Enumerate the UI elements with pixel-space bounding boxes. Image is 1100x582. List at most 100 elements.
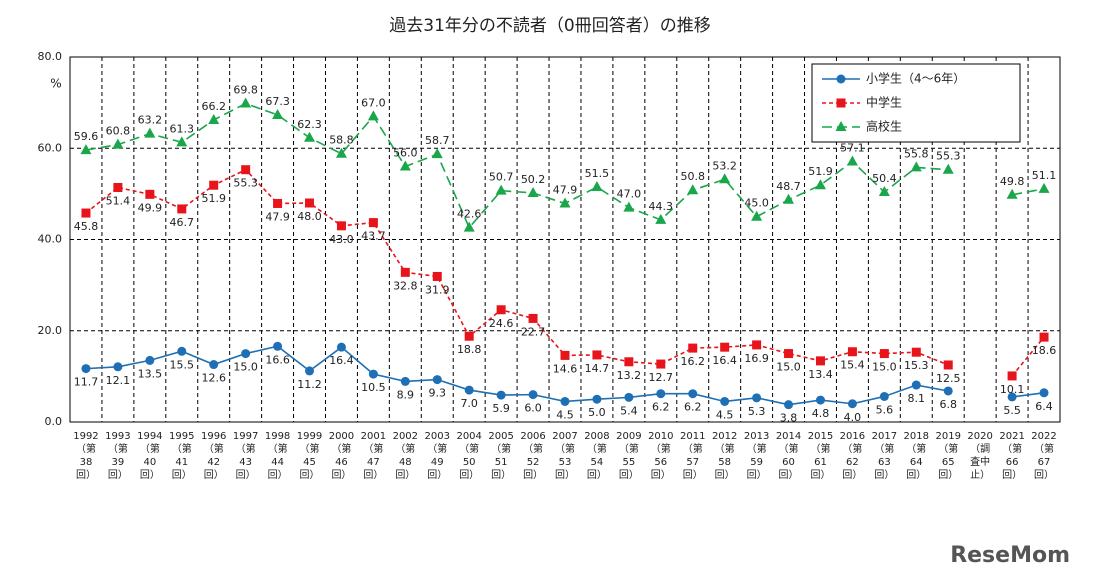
data-label: 13.2	[617, 369, 642, 382]
legend-label: 小学生（4～6年）	[866, 71, 965, 86]
marker	[1007, 371, 1017, 381]
y-tick-label: 60.0	[38, 141, 63, 154]
x-tick-label: 1994 （第 40 回）	[137, 431, 163, 481]
x-tick-label: 1996 （第 42 回）	[200, 431, 227, 481]
data-label: 12.6	[201, 372, 226, 385]
data-label: 11.2	[297, 378, 322, 391]
y-tick-label: 0.0	[45, 415, 63, 428]
x-tick-label: 1995 （第 41 回）	[169, 431, 195, 481]
marker	[463, 221, 475, 232]
data-label: 8.9	[397, 388, 415, 401]
marker	[527, 186, 539, 197]
data-label: 48.0	[297, 210, 322, 223]
marker	[209, 360, 219, 370]
data-label: 12.7	[649, 371, 674, 384]
data-label: 47.0	[617, 188, 642, 201]
legend-marker	[836, 98, 846, 108]
marker	[814, 179, 826, 190]
data-label: 45.0	[744, 197, 769, 210]
marker	[878, 186, 890, 197]
x-tick-label: 2022 （第 67 回）	[1031, 431, 1057, 481]
marker	[847, 399, 857, 409]
marker	[80, 144, 92, 155]
x-tick-label: 2006 （第 52 回）	[520, 431, 546, 481]
marker	[177, 346, 187, 356]
marker	[591, 181, 603, 192]
data-label: 51.1	[1032, 169, 1057, 182]
marker	[815, 395, 825, 405]
data-label: 5.5	[1003, 404, 1021, 417]
data-label: 49.9	[138, 201, 163, 214]
data-label: 13.4	[808, 368, 833, 381]
data-label: 3.8	[780, 412, 798, 425]
watermark: ReseMom	[950, 543, 1070, 568]
x-tick-label: 2004 （第 50 回）	[456, 431, 482, 481]
data-label: 32.8	[393, 279, 418, 292]
marker	[144, 127, 156, 138]
marker	[560, 396, 570, 406]
data-label: 67.0	[361, 96, 386, 109]
marker	[208, 113, 220, 124]
x-tick-label: 2005 （第 51 回）	[488, 431, 514, 481]
marker	[687, 184, 699, 195]
y-tick-label: 80.0	[38, 50, 63, 63]
data-label: 8.1	[908, 392, 926, 405]
data-label: 43.0	[329, 233, 354, 246]
marker	[272, 108, 284, 119]
data-label: 50.8	[680, 170, 705, 183]
data-label: 43.7	[361, 230, 386, 243]
x-tick-label: 2016 （第 62 回）	[839, 431, 866, 481]
data-label: 16.4	[329, 354, 354, 367]
data-label: 66.2	[201, 100, 226, 113]
marker	[847, 347, 857, 357]
data-label: 6.0	[524, 402, 542, 415]
marker	[846, 155, 858, 166]
data-label: 14.6	[553, 362, 578, 375]
x-tick-label: 2021 （第 66 回）	[999, 431, 1025, 481]
x-tick-label: 2009 （第 55 回）	[616, 431, 642, 481]
data-label: 6.4	[1035, 400, 1053, 413]
x-tick-label: 2019 （第 65 回）	[935, 431, 961, 481]
data-label: 6.8	[939, 398, 957, 411]
data-label: 61.3	[170, 122, 195, 135]
marker	[656, 389, 666, 399]
data-label: 5.4	[620, 404, 638, 417]
marker	[112, 138, 124, 149]
data-label: 18.8	[457, 343, 482, 356]
data-label: 15.3	[904, 359, 929, 372]
marker	[305, 366, 315, 376]
marker	[240, 97, 252, 108]
data-label: 50.2	[521, 173, 546, 186]
marker	[1038, 182, 1050, 193]
data-label: 49.8	[1000, 175, 1025, 188]
marker	[432, 271, 442, 281]
marker	[336, 342, 346, 352]
marker	[1039, 388, 1049, 398]
series-line	[85, 102, 1045, 230]
data-label: 31.9	[425, 283, 450, 296]
chart-title: 過去31年分の不読者（0冊回答者）の推移	[389, 16, 710, 36]
marker	[336, 221, 346, 231]
marker	[367, 110, 379, 121]
marker	[464, 331, 474, 341]
legend-marker	[835, 121, 847, 131]
data-label: 59.6	[74, 130, 99, 143]
marker	[273, 341, 283, 351]
data-label: 6.2	[684, 401, 702, 414]
marker	[273, 198, 283, 208]
x-tick-label: 2010 （第 56 回）	[648, 431, 674, 481]
data-label: 58.7	[425, 134, 450, 147]
data-label: 58.8	[329, 134, 354, 147]
data-label: 16.4	[712, 354, 737, 367]
marker	[1007, 392, 1017, 402]
marker	[623, 201, 635, 212]
data-label: 42.6	[457, 208, 482, 221]
x-tick-label: 2003 （第 49 回）	[424, 431, 450, 481]
plot-border	[69, 56, 1061, 423]
marker	[1039, 332, 1049, 342]
x-tick-label: 1993 （第 39 回）	[105, 431, 131, 481]
data-label: 15.0	[872, 361, 897, 374]
